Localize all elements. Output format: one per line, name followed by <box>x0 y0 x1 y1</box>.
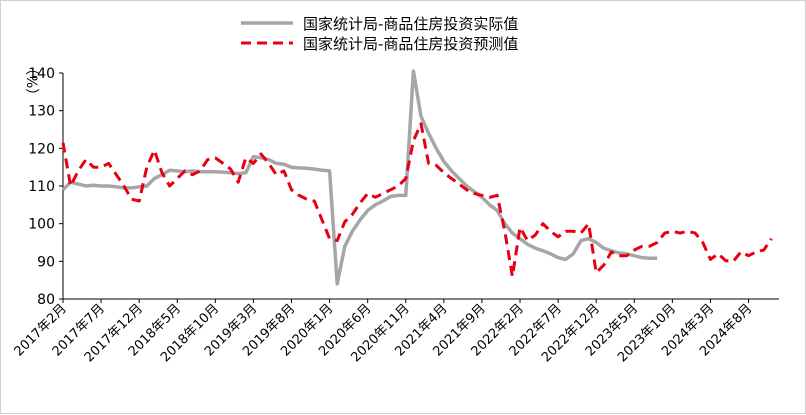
y-ticks: 80 90 100 110 120 130 140 <box>28 66 63 308</box>
y-tick-label: 130 <box>28 104 55 120</box>
y-tick-label: 110 <box>28 179 55 195</box>
y-tick-label: 140 <box>28 66 55 82</box>
y-tick-label: 100 <box>28 217 55 233</box>
series-line-actual <box>61 69 658 286</box>
legend-label: 国家统计局-商品住房投资预测值 <box>303 35 518 53</box>
y-axis-unit: （%） <box>23 61 39 102</box>
y-tick-label: 80 <box>37 292 55 308</box>
x-ticks: 2017年2月2017年7月2017年12月2018年5月2018年10月201… <box>12 299 755 365</box>
series-line-forecast <box>61 122 773 278</box>
y-tick-label: 120 <box>28 141 55 157</box>
series-layer <box>61 69 773 286</box>
legend-label: 国家统计局-商品住房投资实际值 <box>303 15 518 33</box>
y-tick-label: 90 <box>37 254 55 270</box>
